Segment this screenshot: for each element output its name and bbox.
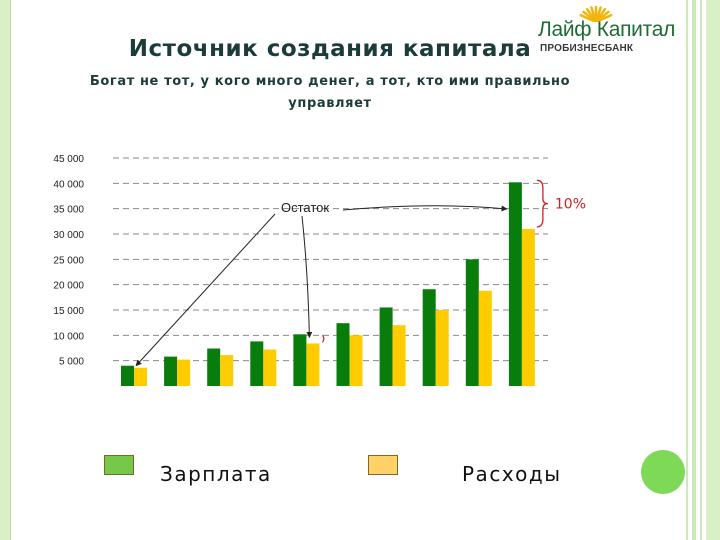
bar-salary xyxy=(336,323,350,386)
y-tick-label: 20 000 xyxy=(53,281,84,292)
percent-label: 10% xyxy=(555,197,586,213)
bar-expenses xyxy=(392,325,406,386)
legend-swatch-expenses xyxy=(368,455,398,475)
y-tick-label: 45 000 xyxy=(53,154,84,165)
sunburst-ray xyxy=(594,13,613,22)
slide-frame-right xyxy=(706,0,720,540)
annotation-label: Остаток xyxy=(281,200,329,215)
slide-frame-left xyxy=(0,0,11,540)
y-tick-label: 40 000 xyxy=(53,179,84,190)
remainder-bracket xyxy=(321,334,325,343)
y-tick-label: 35 000 xyxy=(53,205,84,216)
legend-swatch-salary xyxy=(104,455,134,475)
y-tick-label: 5 000 xyxy=(59,357,84,368)
y-tick-label: 25 000 xyxy=(53,255,84,266)
slide-frame-stripe xyxy=(700,0,702,540)
slide-title: Источник создания капитала xyxy=(128,36,532,62)
annotation-arrow xyxy=(301,215,313,339)
bar-expenses xyxy=(177,359,191,386)
y-tick-label: 10 000 xyxy=(53,331,84,342)
bar-expenses xyxy=(478,290,492,386)
bar-expenses xyxy=(521,228,535,386)
bar-expenses xyxy=(220,355,234,386)
annotation-arrow xyxy=(342,205,508,212)
bar-salary xyxy=(164,356,178,386)
bar-expenses xyxy=(435,310,449,386)
bar-salary xyxy=(422,289,436,386)
bar-salary xyxy=(293,334,307,386)
bank-logo: Лайф Капитал ПРОБИЗНЕСБАНК xyxy=(528,6,688,56)
decorative-circle xyxy=(641,450,685,494)
legend-label-salary: Зарплата xyxy=(160,462,272,486)
slide-subtitle: Богат не тот, у кого много денег, а тот,… xyxy=(89,74,571,111)
bar-salary xyxy=(508,182,522,386)
slide-frame-stripe xyxy=(692,0,696,540)
remainder-bracket xyxy=(536,179,548,228)
bar-salary xyxy=(250,341,264,386)
sunburst-icon xyxy=(579,6,613,22)
logo-name: Лайф Капитал xyxy=(538,18,676,41)
bar-expenses xyxy=(263,349,277,386)
bar-salary xyxy=(121,365,134,386)
bar-salary xyxy=(379,307,393,386)
bar-expenses xyxy=(306,343,320,386)
bar-expenses xyxy=(134,367,147,386)
legend-label-expenses: Расходы xyxy=(462,462,562,486)
bar-expenses xyxy=(349,335,363,386)
annotation-arrow xyxy=(135,213,276,367)
slide-frame-stripe xyxy=(686,0,688,540)
bar-salary xyxy=(465,259,479,386)
bar-salary xyxy=(207,348,221,386)
logo-subtitle: ПРОБИЗНЕСБАНК xyxy=(540,43,634,54)
y-tick-label: 15 000 xyxy=(53,306,84,317)
y-tick-label: 30 000 xyxy=(53,230,84,241)
